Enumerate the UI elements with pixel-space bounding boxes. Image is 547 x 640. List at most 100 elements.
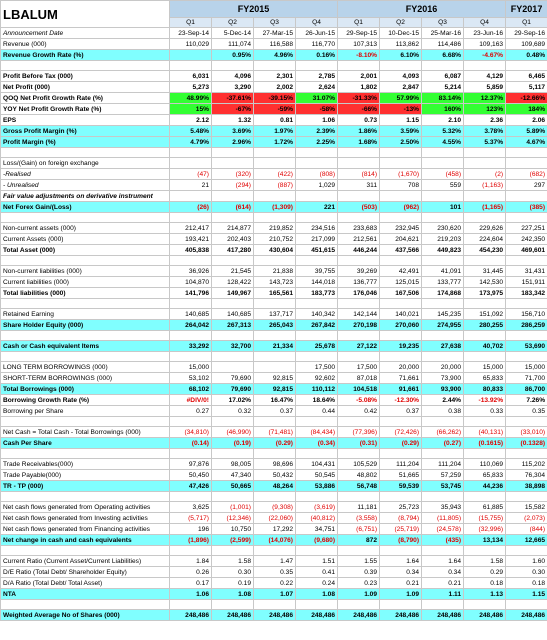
empty-cell (421, 212, 465, 223)
empty-cell (211, 190, 254, 202)
empty-cell (421, 491, 465, 502)
value-cell: 17.02% (211, 394, 254, 406)
value-cell: 196 (169, 523, 212, 535)
value-cell: (808) (294, 168, 339, 180)
empty-cell (505, 255, 547, 266)
value-cell: (962) (379, 201, 423, 213)
empty-cell (337, 599, 381, 610)
value-cell: (47) (169, 168, 212, 180)
value-cell: 2,847 (379, 81, 423, 93)
value-cell: 4.55% (421, 136, 465, 148)
value-cell: 270,198 (337, 319, 381, 331)
data-row: Non-current assets (000) 212,417 214,877 21… (0, 222, 547, 234)
value-cell: 248,486 (505, 609, 547, 621)
value-cell: 107,313 (337, 38, 381, 50)
value-cell: 27,638 (421, 340, 465, 352)
value-cell: 115,202 (505, 458, 547, 470)
value-cell: 2.36 (463, 114, 507, 126)
empty-cell (253, 448, 296, 459)
data-row: D/A Ratio (Total Debt/ Total Asset) 0.17 0… (0, 577, 547, 589)
data-row: LONG TERM BORROWINGS (000) 15,000 17,500 17… (0, 361, 547, 373)
value-cell: 44,236 (463, 480, 507, 492)
value-cell: 123% (463, 103, 507, 115)
data-row: D/E Ratio (Total Debt/ Shareholder Equit… (0, 566, 547, 578)
empty-cell (169, 147, 212, 158)
value-cell: 136,777 (337, 276, 381, 288)
value-cell: 7.26% (505, 394, 547, 406)
row-label: Profit Before Tax (000) (0, 70, 170, 82)
value-cell: -58% (294, 103, 339, 115)
empty-cell (0, 330, 170, 341)
row-label: Borrowing per Share (0, 405, 170, 417)
value-cell: 50,450 (169, 469, 212, 481)
value-cell: 224,604 (463, 233, 507, 245)
value-cell: 4,093 (379, 70, 423, 82)
value-cell: 19,235 (379, 340, 423, 352)
value-cell: 80,833 (463, 383, 507, 395)
value-cell: 248,486 (294, 609, 339, 621)
quarter: Q4 (463, 17, 507, 28)
value-cell: 2,001 (337, 70, 381, 82)
value-cell: 6,465 (505, 70, 547, 82)
value-cell: (682) (505, 168, 547, 180)
value-cell: 248,486 (253, 609, 296, 621)
row-label: EPS (0, 114, 170, 126)
value-cell: (0.29) (253, 437, 296, 449)
quarter: Q4 (294, 17, 339, 28)
data-row: EPS 2.12 1.32 0.81 1.06 0.73 1.15 2.10 2.36 2.06 (0, 114, 547, 126)
empty-cell (463, 60, 507, 71)
empty-cell (505, 599, 547, 610)
value-cell: (25,719) (379, 523, 423, 535)
row-label: Net cash flows generated from Financing … (0, 523, 170, 535)
value-cell: 0.41 (294, 566, 339, 578)
value-cell: 20,000 (421, 361, 465, 373)
data-row: Fair value adjustments on derivative ins… (0, 190, 547, 202)
value-cell: 23-Sep-14 (169, 27, 212, 39)
value-cell: 25,678 (294, 340, 339, 352)
value-cell: 0.44 (294, 405, 339, 417)
value-cell: (1,896) (169, 534, 212, 546)
value-cell: 68,102 (169, 383, 212, 395)
empty-cell (0, 416, 170, 427)
empty-cell (379, 147, 423, 158)
value-cell: 39,269 (337, 265, 381, 277)
value-cell: 0.16% (294, 49, 339, 61)
data-row: Net Forex Gain/(Loss) (26) (614) (1,309) 221… (0, 201, 547, 213)
row-label: Current Ratio (Current Asset/Current Lia… (0, 555, 170, 567)
empty-cell (0, 298, 170, 309)
spacer-row (0, 212, 547, 223)
value-cell: 128,422 (211, 276, 254, 288)
value-cell: 40,702 (463, 340, 507, 352)
empty-cell (253, 255, 296, 266)
row-label: Total Borrowings (000) (0, 383, 170, 395)
value-cell: (3,619) (294, 501, 339, 513)
value-cell: 2.06 (505, 114, 547, 126)
value-cell: 217,099 (294, 233, 339, 245)
empty-cell (253, 491, 296, 502)
value-cell: 2,785 (294, 70, 339, 82)
data-row: Net change in cash and cash equivalents(… (0, 534, 547, 546)
empty-cell (379, 351, 423, 362)
value-cell: 79,690 (211, 383, 254, 395)
value-cell: 1.58 (211, 555, 254, 567)
value-cell: 79,690 (211, 372, 254, 384)
value-cell: 23-Jun-16 (463, 27, 507, 39)
value-cell: (0.34) (294, 437, 339, 449)
empty-cell (169, 545, 212, 556)
empty-cell (379, 545, 423, 556)
value-cell: 234,516 (294, 222, 339, 234)
value-cell: 56,748 (337, 480, 381, 492)
data-row: -Realised (47) (320) (422) (808) (814) (1,670)… (0, 168, 547, 180)
empty-cell (211, 361, 254, 373)
value-cell: (32,996) (463, 523, 507, 535)
value-cell: 76,304 (505, 469, 547, 481)
value-cell: (9,680) (294, 534, 339, 546)
value-cell: 32,700 (211, 340, 254, 352)
value-cell: 0.27 (169, 405, 212, 417)
data-row: Net cash flows generated from Investing … (0, 512, 547, 524)
empty-cell (211, 147, 254, 158)
value-cell: 264,042 (169, 319, 212, 331)
data-row: Revenue (000) 110,029 111,074 116,588 116,77… (0, 38, 547, 50)
row-label: - Unrealised (0, 179, 170, 191)
value-cell: -5.08% (337, 394, 381, 406)
